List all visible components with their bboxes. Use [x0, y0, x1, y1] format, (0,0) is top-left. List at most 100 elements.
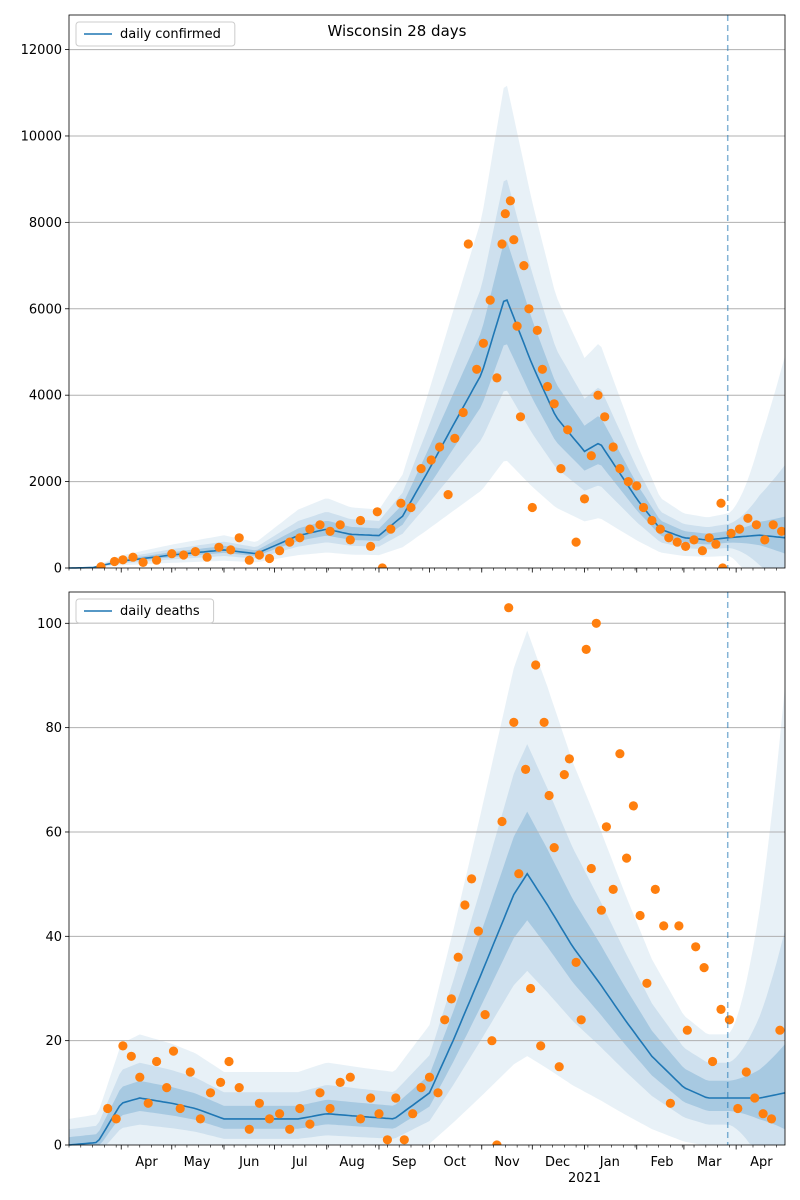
deaths-x-axis: Apr May Jun Jul Aug Sep Oct Nov Dec Jan Feb Mar Apr 2… — [68, 1145, 777, 1186]
observed-point — [708, 1056, 718, 1067]
observed-point — [758, 1109, 768, 1119]
observed-point — [440, 1015, 450, 1025]
deaths-observed-points — [103, 603, 785, 1145]
observed-point — [382, 1135, 392, 1145]
x-tick-label: Jul — [291, 1155, 308, 1170]
observed-point — [559, 770, 569, 780]
y-tick-label: 8000 — [29, 216, 62, 231]
observed-point — [315, 520, 325, 530]
observed-point — [424, 1072, 435, 1082]
observed-point — [492, 373, 502, 383]
observed-point — [467, 874, 477, 884]
uncertainty-band — [69, 241, 785, 568]
x-tick-label: Apr — [750, 1155, 773, 1170]
observed-point — [399, 1135, 409, 1145]
observed-point — [416, 1083, 426, 1093]
x-tick-label: May — [184, 1155, 211, 1170]
deaths-legend: daily deaths — [75, 598, 215, 624]
x-tick-label: Jan — [599, 1155, 620, 1170]
observed-point — [138, 557, 148, 568]
deaths-trend-line — [68, 872, 786, 1146]
observed-point — [664, 533, 674, 543]
observed-point — [478, 338, 488, 348]
observed-point — [768, 520, 778, 530]
observed-point — [647, 515, 657, 526]
observed-point — [549, 399, 559, 409]
observed-point — [443, 490, 453, 500]
chart-title: Wisconsin 28 days — [328, 22, 467, 40]
observed-point — [724, 1015, 735, 1025]
observed-point — [118, 555, 128, 565]
observed-point — [600, 412, 610, 422]
observed-point — [366, 541, 376, 552]
observed-point — [514, 869, 524, 879]
observed-point — [674, 921, 684, 931]
observed-point — [760, 535, 770, 545]
observed-point — [335, 520, 345, 530]
y-tick-label: 6000 — [29, 302, 62, 317]
observed-point — [751, 520, 762, 530]
observed-point — [492, 1140, 502, 1145]
deaths-uncertainty-bands — [69, 630, 785, 1145]
observed-point — [750, 1093, 760, 1103]
observed-point — [741, 1067, 751, 1077]
observed-point — [504, 603, 514, 613]
y-tick-label: 0 — [54, 1139, 62, 1154]
x-tick-label: Sep — [392, 1155, 417, 1170]
observed-point — [539, 717, 549, 728]
legend-label: daily deaths — [120, 604, 200, 619]
observed-point — [295, 1103, 305, 1114]
observed-point — [460, 900, 470, 910]
observed-point — [295, 533, 305, 543]
observed-point — [202, 552, 212, 562]
observed-point — [579, 494, 590, 504]
observed-point — [623, 477, 633, 487]
observed-point — [576, 1015, 586, 1025]
x-tick-label: Oct — [444, 1155, 466, 1170]
observed-point — [366, 1093, 376, 1103]
observed-point — [716, 1004, 726, 1015]
confirmed-legend: daily confirmed — [75, 21, 236, 47]
observed-point — [305, 524, 315, 534]
observed-point — [386, 524, 396, 534]
observed-point — [672, 537, 682, 547]
observed-point — [777, 526, 785, 536]
observed-point — [734, 524, 745, 534]
observed-point — [726, 528, 736, 539]
observed-point — [408, 1109, 418, 1119]
observed-point — [601, 822, 612, 832]
observed-point — [527, 502, 537, 513]
observed-point — [509, 717, 519, 728]
observed-point — [126, 1051, 136, 1061]
observed-point — [681, 541, 691, 552]
observed-point — [487, 1036, 497, 1046]
observed-point — [168, 1046, 179, 1056]
observed-point — [244, 1124, 254, 1134]
observed-point — [531, 660, 541, 670]
observed-point — [697, 546, 708, 556]
observed-point — [542, 381, 553, 392]
x-tick-label: Feb — [651, 1155, 674, 1170]
observed-point — [716, 498, 726, 508]
observed-point — [325, 1103, 335, 1114]
observed-point — [315, 1088, 325, 1098]
observed-point — [254, 1098, 264, 1108]
observed-point — [234, 1083, 244, 1093]
observed-point — [615, 464, 625, 474]
observed-point — [650, 884, 660, 895]
observed-point — [718, 563, 728, 568]
observed-point — [391, 1093, 401, 1103]
observed-point — [524, 304, 534, 314]
observed-point — [335, 1077, 345, 1087]
observed-point — [632, 481, 642, 491]
observed-point — [205, 1088, 216, 1098]
legend-box — [75, 598, 215, 624]
legend-label: daily confirmed — [120, 27, 221, 42]
observed-point — [497, 816, 507, 827]
observed-point — [345, 1072, 355, 1082]
x-tick-label: Aug — [339, 1155, 364, 1170]
y-tick-label: 80 — [45, 721, 62, 736]
observed-point — [766, 1114, 777, 1124]
y-tick-label: 2000 — [29, 475, 62, 490]
